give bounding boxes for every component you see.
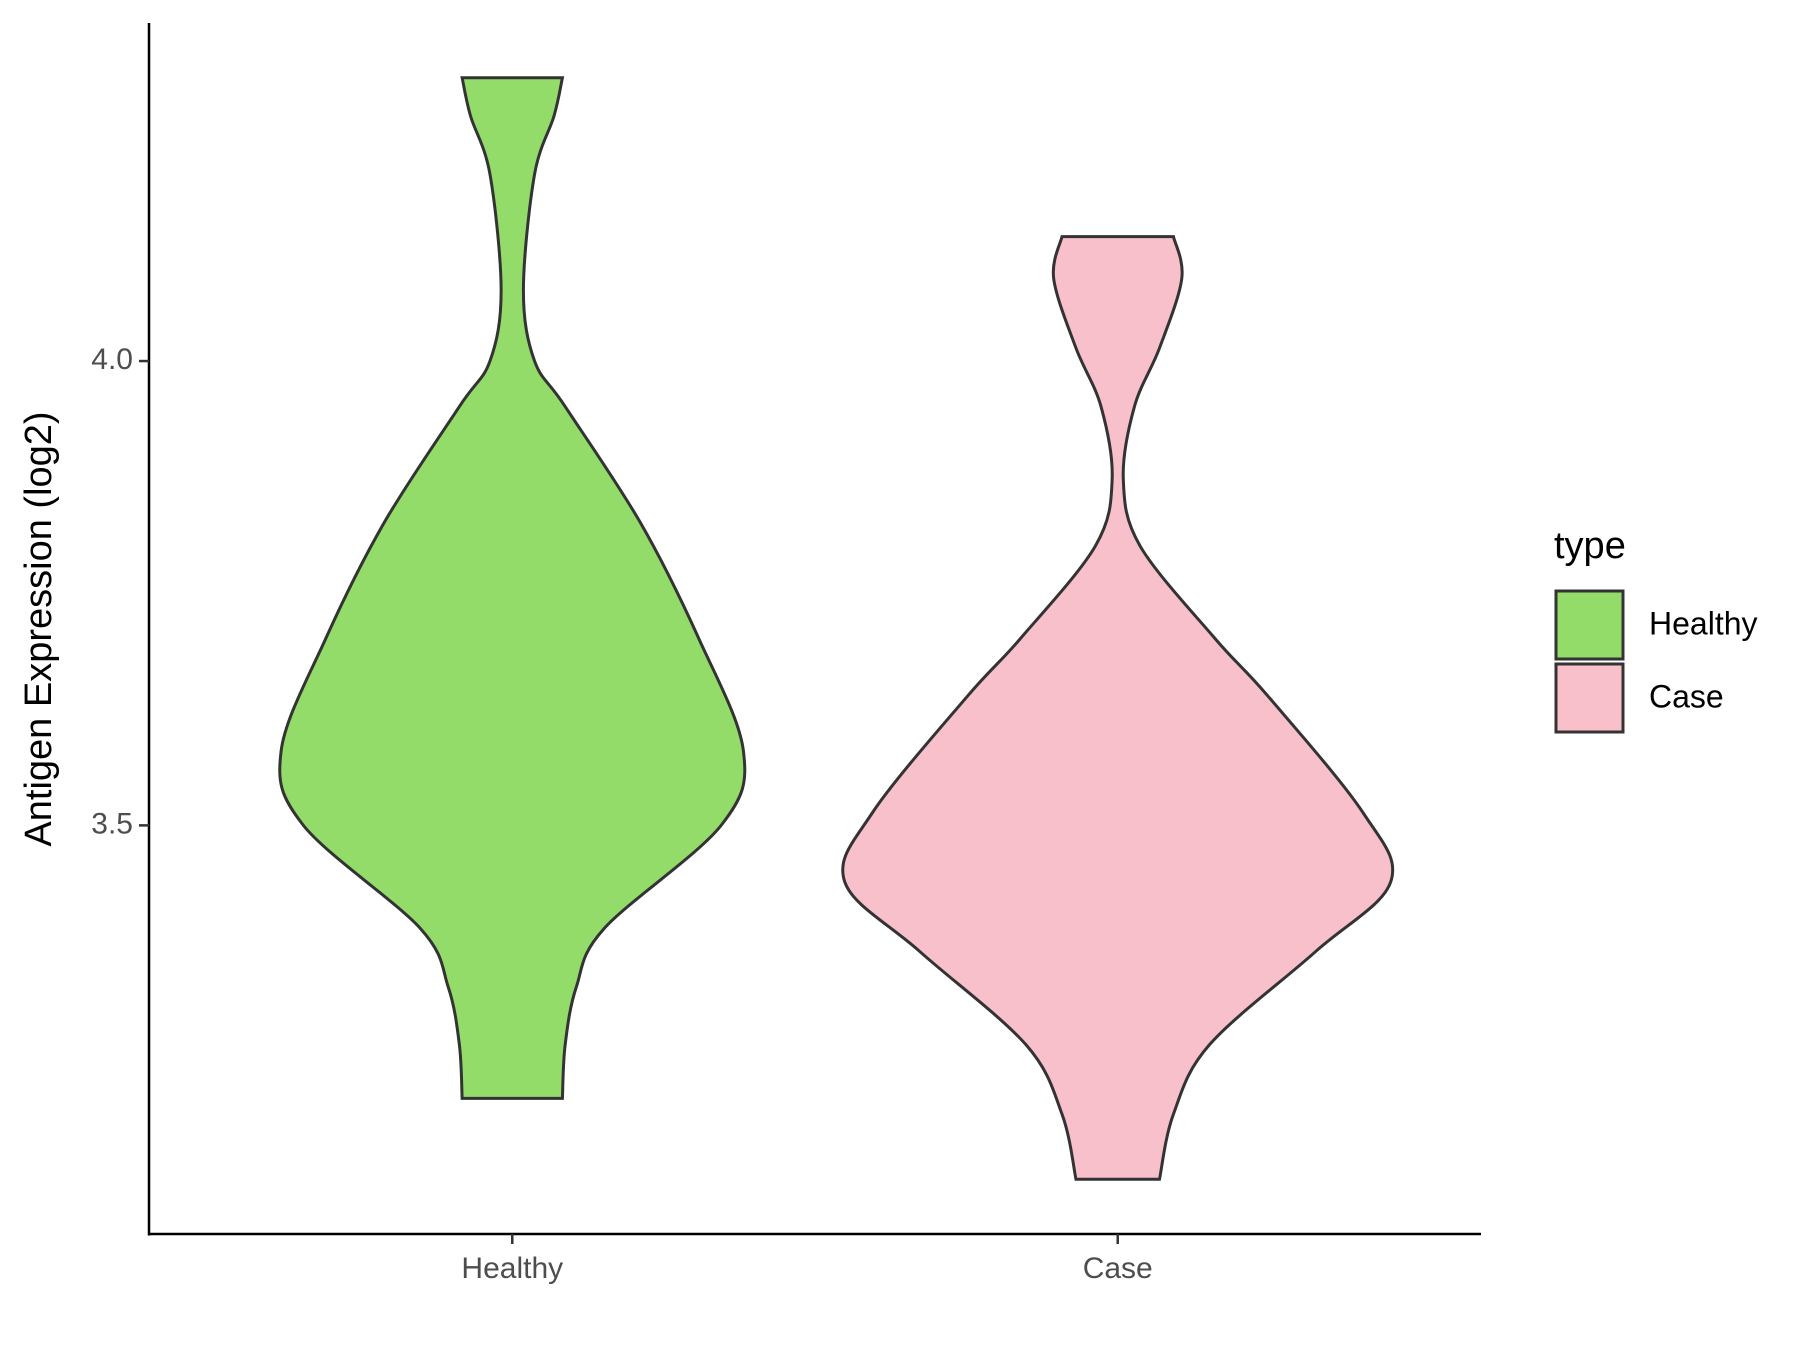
violin xyxy=(278,76,747,1100)
legend-key xyxy=(1554,589,1625,661)
y-tick-label: 3.5 xyxy=(91,807,133,840)
y-tick-label: 4.0 xyxy=(91,343,133,376)
y-axis-title: Antigen Expression (log2) xyxy=(18,411,60,846)
legend-title: type xyxy=(1554,525,1626,567)
legend-label: Case xyxy=(1649,678,1724,714)
x-tick-label: Healthy xyxy=(461,1252,563,1285)
violin xyxy=(841,235,1395,1181)
legend-key xyxy=(1554,662,1625,734)
legend-label: Healthy xyxy=(1649,605,1758,641)
x-tick-label: Case xyxy=(1083,1252,1153,1285)
